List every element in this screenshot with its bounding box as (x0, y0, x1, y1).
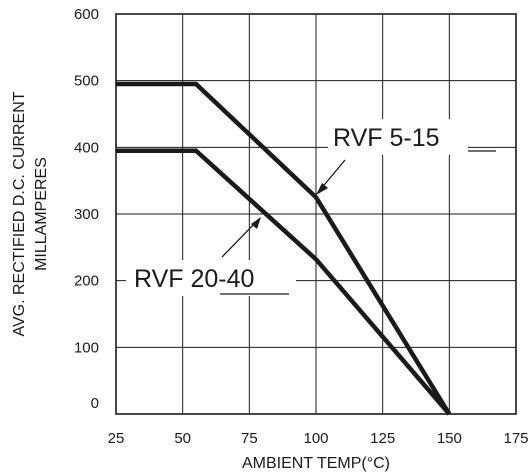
x-tick-labels: 25 50 75 100 125 150 175 (108, 430, 529, 447)
label-rvf-5-15: RVF 5-15 (333, 124, 440, 152)
x-tick-label: 175 (503, 430, 528, 447)
x-axis-label: AMBIENT TEMP(°C) (242, 455, 390, 472)
y-tick-label: 100 (74, 339, 99, 356)
arrowhead-rvf-20-40 (251, 217, 261, 229)
x-tick-label: 125 (370, 430, 395, 447)
y-tick-label: 500 (74, 73, 99, 90)
arrowhead-rvf-5-15 (316, 183, 328, 195)
y-tick-label: 400 (74, 139, 99, 156)
y-tick-label: 300 (74, 206, 99, 223)
label-rvf-20-40: RVF 20-40 (134, 265, 254, 293)
y-axis-label-line-2: MILLAMPERES (33, 157, 50, 271)
gridlines (116, 14, 516, 414)
x-tick-label: 25 (108, 430, 125, 447)
y-tick-label: 200 (74, 273, 99, 290)
y-tick-label: 0 (91, 395, 99, 412)
y-tick-labels: 0 100 200 300 400 500 600 (74, 6, 99, 412)
y-axis-label-line-1: AVG. RECTIFIED D.C. CURRENT (11, 91, 28, 336)
y-tick-label: 600 (74, 6, 99, 23)
x-tick-label: 75 (241, 430, 258, 447)
x-tick-label: 100 (303, 430, 328, 447)
leader-rvf-20-40 (222, 222, 256, 257)
x-tick-label: 50 (174, 430, 191, 447)
x-tick-label: 150 (437, 430, 462, 447)
